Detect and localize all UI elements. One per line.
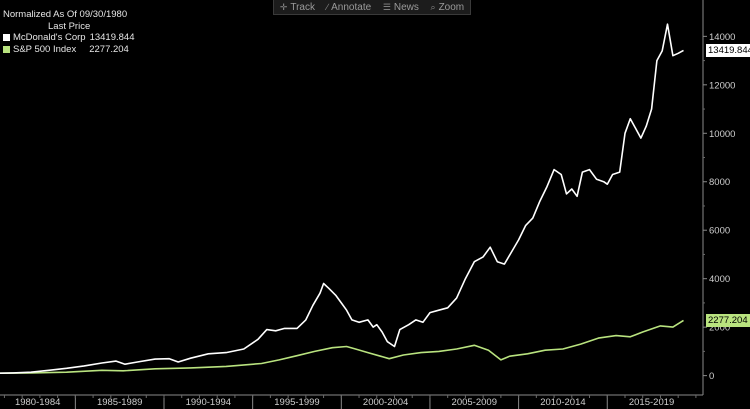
toolbar-news-button[interactable]: ☰ News xyxy=(383,2,419,13)
y-tick-label: 8000 xyxy=(709,177,730,188)
toolbar-label: Annotate xyxy=(331,1,372,13)
toolbar-label: News xyxy=(393,1,419,13)
legend-entry-mcdonalds: McDonald's Corp 13419.844 xyxy=(3,32,135,44)
y-tick-label: 10000 xyxy=(709,129,735,140)
mcdonalds-series-line xyxy=(0,23,684,374)
mcdonalds-last-price-tag: 13419.844 xyxy=(706,43,750,57)
chart-toolbar: ✛ Track ∕ Annotate ☰ News ⌕ Zoom xyxy=(273,0,471,15)
x-tick-label: 2005-2009 xyxy=(452,397,497,408)
x-tick-label: 2000-2004 xyxy=(363,397,408,408)
pencil-icon: ∕ xyxy=(326,2,329,12)
legend-subtitle: Last Price xyxy=(48,20,91,32)
magnifier-icon: ⌕ xyxy=(430,1,436,12)
y-tick-label: 14000 xyxy=(709,32,735,43)
y-tick-label: 6000 xyxy=(709,226,730,237)
toolbar-label: Track xyxy=(290,1,315,13)
y-tick-label: 4000 xyxy=(709,274,730,285)
legend-name: McDonald's Corp xyxy=(13,32,86,43)
sp500-series-line xyxy=(0,319,684,374)
sp500-last-price-tag: 2277.204 xyxy=(706,313,750,327)
x-tick-label: 1995-1999 xyxy=(274,397,319,408)
toolbar-zoom-button[interactable]: ⌕ Zoom xyxy=(431,2,465,13)
x-tick-label: 2010-2014 xyxy=(540,397,585,408)
legend-value: 2277.204 xyxy=(89,43,129,55)
legend-value: 13419.844 xyxy=(89,32,135,43)
legend-title: Normalized As Of 09/30/1980 xyxy=(3,9,128,20)
legend: Normalized As Of 09/30/1980 Last Price M… xyxy=(3,9,135,55)
x-tick-label: 1985-1989 xyxy=(97,397,142,408)
news-icon: ☰ xyxy=(382,1,391,12)
mcdonalds-swatch xyxy=(3,34,10,42)
toolbar-track-button[interactable]: ✛ Track xyxy=(280,2,315,13)
toolbar-label: Zoom xyxy=(438,1,465,13)
x-tick-label: 1990-1994 xyxy=(186,397,231,408)
y-tick-label: 2000 xyxy=(709,323,730,334)
sp500-swatch xyxy=(3,45,10,53)
y-tick-label: 0 xyxy=(709,371,714,382)
crosshair-icon: ✛ xyxy=(279,1,288,12)
y-tick-label: 12000 xyxy=(709,80,735,91)
toolbar-annotate-button[interactable]: ∕ Annotate xyxy=(327,2,372,13)
x-tick-label: 1980-1984 xyxy=(15,397,60,408)
x-tick-label: 2015-2019 xyxy=(629,397,674,408)
legend-entry-sp500: S&P 500 Index 2277.204 xyxy=(3,44,135,56)
legend-name: S&P 500 Index xyxy=(13,43,77,55)
